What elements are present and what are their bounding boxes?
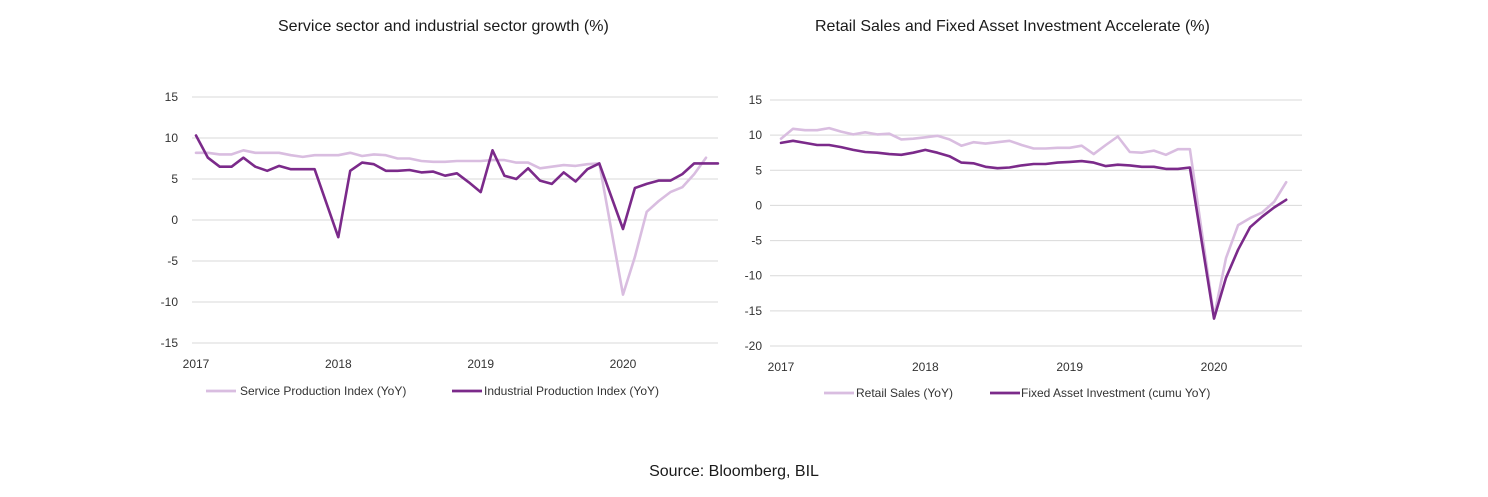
y-tick-label: -5 [167, 254, 178, 268]
x-tick-label: 2017 [768, 360, 795, 374]
y-tick-label: 15 [749, 93, 763, 107]
x-tick-label: 2020 [1201, 360, 1228, 374]
y-tick-label: -20 [745, 339, 763, 353]
legend-label: Fixed Asset Investment (cumu YoY) [1021, 386, 1210, 400]
legend-label: Industrial Production Index (YoY) [484, 384, 659, 398]
y-tick-label: 10 [165, 131, 179, 145]
chart-title-right: Retail Sales and Fixed Asset Investment … [815, 18, 1210, 35]
y-tick-label: -5 [751, 234, 762, 248]
y-tick-label: -10 [745, 269, 763, 283]
y-tick-label: -15 [161, 336, 179, 350]
chart-title-left: Service sector and industrial sector gro… [278, 18, 609, 35]
y-tick-label: 10 [749, 128, 763, 142]
y-tick-label: 15 [165, 90, 179, 104]
series-line-light [779, 126, 1288, 318]
y-tick-label: -15 [745, 304, 763, 318]
y-tick-label: 5 [755, 163, 762, 177]
y-tick-label: 0 [755, 198, 762, 212]
x-tick-label: 2018 [325, 357, 352, 371]
y-tick-label: -10 [161, 295, 179, 309]
x-tick-label: 2017 [183, 357, 210, 371]
series-line-light [194, 149, 708, 296]
x-tick-label: 2020 [610, 357, 637, 371]
series-line-dark [194, 134, 720, 239]
x-tick-label: 2019 [1056, 360, 1083, 374]
series-line-dark [779, 139, 1288, 320]
legend-label: Retail Sales (YoY) [856, 386, 953, 400]
chart-right: 15 10 5 0 -5 -10 -15 -20 2017 2018 2019 2020 Retail … [745, 93, 1302, 400]
y-tick-label: 0 [171, 213, 178, 227]
chart-left: 15 10 5 0 -5 -10 -15 2017 2018 2019 2020 Service Pr… [161, 90, 720, 398]
source-note: Source: Bloomberg, BIL [649, 463, 819, 480]
x-tick-label: 2019 [467, 357, 494, 371]
legend-label: Service Production Index (YoY) [240, 384, 406, 398]
y-tick-label: 5 [171, 172, 178, 186]
x-tick-label: 2018 [912, 360, 939, 374]
